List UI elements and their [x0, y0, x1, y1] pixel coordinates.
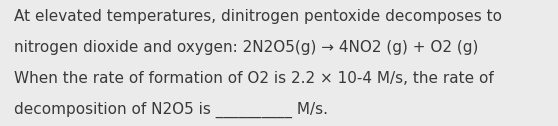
Text: At elevated temperatures, dinitrogen pentoxide decomposes to: At elevated temperatures, dinitrogen pen…	[14, 9, 502, 24]
Text: When the rate of formation of O2 is 2.2 × 10-4 M/s, the rate of: When the rate of formation of O2 is 2.2 …	[14, 71, 494, 86]
Text: nitrogen dioxide and oxygen: 2N2O5(g) → 4NO2 (g) + O2 (g): nitrogen dioxide and oxygen: 2N2O5(g) → …	[14, 40, 478, 55]
Text: decomposition of N2O5 is __________ M/s.: decomposition of N2O5 is __________ M/s.	[14, 101, 328, 118]
